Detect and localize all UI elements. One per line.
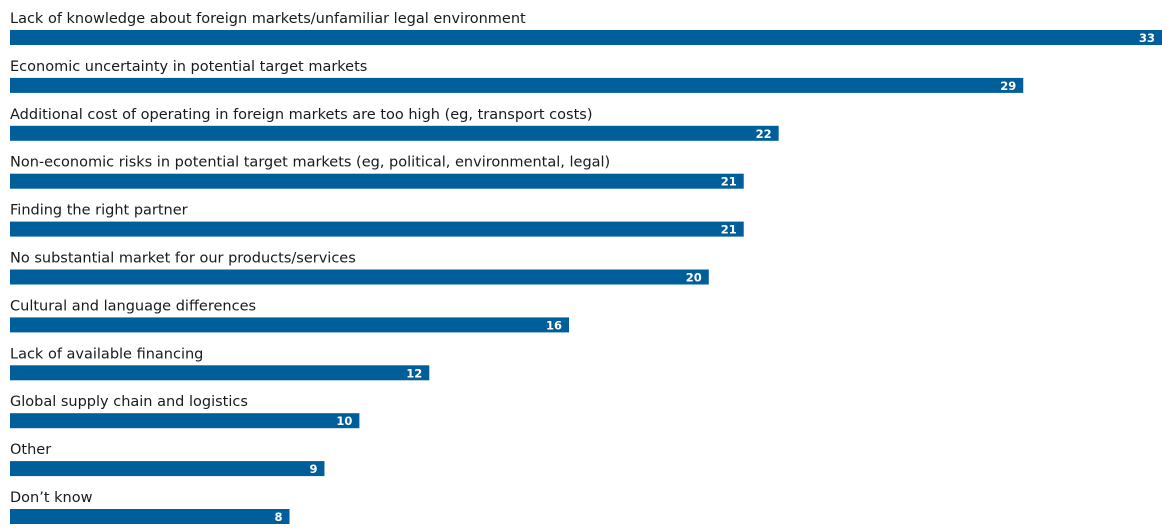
bar bbox=[10, 77, 1024, 93]
value-label: 10 bbox=[336, 414, 352, 428]
category-label: Global supply chain and logistics bbox=[10, 394, 248, 410]
bar bbox=[10, 509, 290, 524]
value-label: 9 bbox=[309, 462, 317, 476]
category-label: Finding the right partner bbox=[10, 203, 188, 219]
bar-row: Lack of available financing 12 bbox=[10, 346, 430, 381]
value-label: 22 bbox=[756, 127, 772, 141]
bar bbox=[10, 365, 430, 381]
value-label: 8 bbox=[274, 510, 282, 524]
category-label: Lack of available financing bbox=[10, 346, 203, 362]
value-label: 21 bbox=[721, 175, 737, 189]
value-label: 33 bbox=[1139, 31, 1155, 45]
value-label: 16 bbox=[546, 318, 562, 332]
bar-row: Non-economic risks in potential target m… bbox=[10, 155, 744, 189]
bars-layer: Lack of knowledge about foreign markets/… bbox=[10, 11, 1162, 524]
bar bbox=[10, 269, 709, 285]
bar-row: Global supply chain and logistics 10 bbox=[10, 394, 360, 429]
value-label: 29 bbox=[1000, 79, 1016, 93]
bar-row: Economic uncertainty in potential target… bbox=[10, 59, 1024, 93]
bar bbox=[10, 173, 744, 189]
category-label: Lack of knowledge about foreign markets/… bbox=[10, 11, 526, 27]
category-label: Don’t know bbox=[10, 490, 93, 506]
bar bbox=[10, 461, 325, 477]
bar-row: Finding the right partner 21 bbox=[10, 203, 744, 237]
bar-row: No substantial market for our products/s… bbox=[10, 251, 709, 285]
value-label: 20 bbox=[686, 271, 702, 285]
bar-row: Lack of knowledge about foreign markets/… bbox=[10, 11, 1162, 45]
category-label: Economic uncertainty in potential target… bbox=[10, 59, 367, 75]
bar bbox=[10, 317, 570, 333]
bar bbox=[10, 30, 1162, 45]
bar bbox=[10, 125, 779, 141]
bar-row: Cultural and language differences 16 bbox=[10, 298, 570, 333]
bar-row: Other 9 bbox=[10, 442, 325, 477]
category-label: Cultural and language differences bbox=[10, 298, 256, 314]
category-label: Non-economic risks in potential target m… bbox=[10, 155, 610, 171]
category-label: Additional cost of operating in foreign … bbox=[10, 107, 592, 123]
bar bbox=[10, 413, 360, 429]
category-label: No substantial market for our products/s… bbox=[10, 251, 356, 267]
bar bbox=[10, 221, 744, 237]
bar-row: Don’t know 8 bbox=[10, 490, 290, 524]
bar-row: Additional cost of operating in foreign … bbox=[10, 107, 779, 141]
value-label: 21 bbox=[721, 223, 737, 237]
category-label: Other bbox=[10, 442, 51, 458]
value-label: 12 bbox=[406, 366, 422, 380]
